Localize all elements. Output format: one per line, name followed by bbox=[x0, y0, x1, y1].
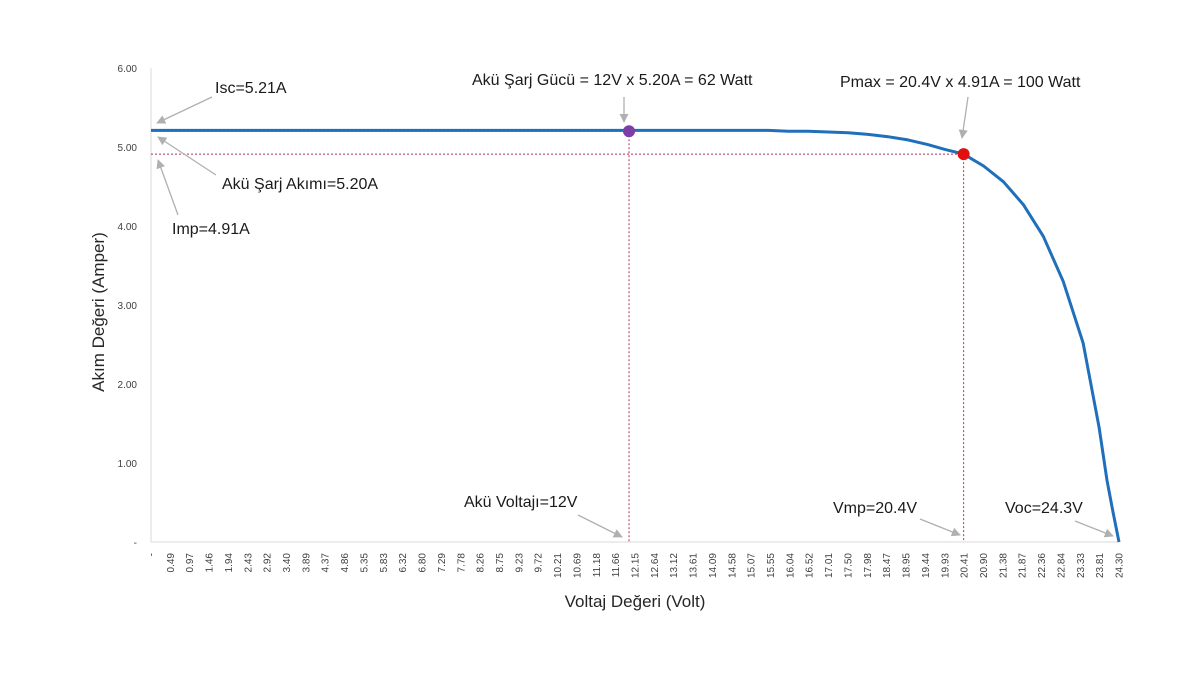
axes bbox=[150, 68, 1119, 543]
x-tick-label: 0.97 bbox=[185, 553, 196, 573]
guide-lines bbox=[151, 130, 965, 542]
series-group bbox=[151, 128, 1121, 543]
x-tick-label: 20.41 bbox=[960, 553, 971, 578]
battery-voltage-arrow bbox=[577, 514, 623, 538]
x-tick-label: 8.75 bbox=[495, 553, 506, 573]
x-tick-label: 7.78 bbox=[456, 553, 467, 573]
pmax-label: Pmax = 20.4V x 4.91A = 100 Watt bbox=[840, 74, 1081, 91]
x-tick-label: 11.66 bbox=[611, 553, 622, 578]
x-tick-label: 14.09 bbox=[708, 553, 719, 578]
charge-power-label: Akü Şarj Gücü = 12V x 5.20A = 62 Watt bbox=[472, 72, 753, 89]
x-tick-label: 16.04 bbox=[785, 553, 796, 578]
x-tick-label: 13.61 bbox=[689, 553, 700, 578]
x-tick-label: 2.92 bbox=[263, 553, 274, 573]
x-tick-label: 8.26 bbox=[476, 553, 487, 573]
x-tick-label: 1.94 bbox=[224, 553, 235, 573]
x-tick-label: 5.83 bbox=[379, 553, 390, 573]
charge-current-label: Akü Şarj Akımı=5.20A bbox=[222, 176, 378, 193]
y-tick-label: - bbox=[134, 538, 137, 549]
x-tick-label: 23.33 bbox=[1076, 553, 1087, 578]
x-tick-label: 19.44 bbox=[921, 553, 932, 578]
isc-arrow bbox=[156, 96, 213, 124]
x-tick-label: 12.15 bbox=[631, 553, 642, 578]
voc-arrow bbox=[1074, 520, 1114, 538]
y-tick-label: 5.00 bbox=[118, 143, 138, 154]
x-tick-label: 17.98 bbox=[863, 553, 874, 578]
x-tick-label: 16.52 bbox=[805, 553, 816, 578]
x-tick-labels: - 0.49 0.97 1.46 1.94 2.43 2.92 3.40 3.89 4.37 4.8… bbox=[147, 553, 1126, 578]
x-tick-label: 10.21 bbox=[553, 553, 564, 578]
x-tick-label: 24.30 bbox=[1115, 553, 1126, 578]
x-tick-label: 2.43 bbox=[243, 553, 254, 573]
imp-label: Imp=4.91A bbox=[172, 221, 250, 238]
x-tick-label: 11.18 bbox=[592, 553, 603, 578]
x-tick-label: 20.90 bbox=[979, 553, 990, 578]
highlight-point bbox=[957, 148, 970, 161]
y-axis-title: Akım Değeri (Amper) bbox=[89, 232, 108, 392]
highlight-point bbox=[623, 125, 636, 138]
x-tick-label: 10.69 bbox=[572, 553, 583, 578]
x-tick-label: 18.95 bbox=[902, 553, 913, 578]
x-tick-label: 23.81 bbox=[1095, 553, 1106, 578]
x-tick-label: 17.50 bbox=[843, 553, 854, 578]
x-axis-title: Voltaj Değeri (Volt) bbox=[565, 592, 706, 611]
x-tick-label: 5.35 bbox=[359, 553, 370, 573]
x-tick-label: 9.23 bbox=[514, 553, 525, 573]
x-tick-label: 22.84 bbox=[1056, 553, 1067, 578]
annotation-arrows bbox=[156, 96, 1114, 538]
pmax-arrow bbox=[958, 96, 969, 139]
annotation-labels: Isc=5.21A Akü Şarj Akımı=5.20A Imp=4.91A… bbox=[172, 72, 1083, 517]
x-tick-label: 18.47 bbox=[882, 553, 893, 578]
x-tick-label: 13.12 bbox=[669, 553, 680, 578]
x-tick-label: 15.55 bbox=[766, 553, 777, 578]
x-tick-label: 22.36 bbox=[1037, 553, 1048, 578]
x-tick-label: 15.07 bbox=[747, 553, 758, 578]
iv-curve-line bbox=[151, 128, 1121, 543]
vmp-arrow bbox=[919, 518, 961, 537]
x-tick-label: 19.93 bbox=[940, 553, 951, 578]
x-tick-label: 14.58 bbox=[727, 553, 738, 578]
highlight-points bbox=[623, 125, 970, 161]
vmp-label: Vmp=20.4V bbox=[833, 500, 917, 517]
x-tick-label: 7.29 bbox=[437, 553, 448, 573]
voc-label: Voc=24.3V bbox=[1005, 500, 1083, 517]
y-tick-label: 3.00 bbox=[118, 301, 138, 312]
x-tick-label: 21.87 bbox=[1018, 553, 1029, 578]
x-tick-label: 4.37 bbox=[321, 553, 332, 573]
x-tick-label: 9.72 bbox=[534, 553, 545, 573]
x-tick-label: 1.46 bbox=[205, 553, 216, 573]
x-tick-label: 21.38 bbox=[998, 553, 1009, 578]
x-tick-label: - bbox=[147, 553, 158, 556]
x-tick-label: 3.40 bbox=[282, 553, 293, 573]
y-tick-labels: - 1.00 2.00 3.00 4.00 5.00 6.00 bbox=[118, 64, 138, 549]
x-tick-label: 17.01 bbox=[824, 553, 835, 578]
y-tick-label: 6.00 bbox=[118, 64, 138, 75]
x-tick-label: 6.80 bbox=[418, 553, 429, 573]
x-tick-label: 4.86 bbox=[340, 553, 351, 573]
charge-current-arrow bbox=[157, 136, 217, 176]
x-tick-label: 6.32 bbox=[398, 553, 409, 573]
battery-voltage-label: Akü Voltajı=12V bbox=[464, 494, 578, 511]
imp-arrow bbox=[156, 159, 179, 216]
isc-label: Isc=5.21A bbox=[215, 80, 287, 97]
y-tick-label: 2.00 bbox=[118, 380, 138, 391]
x-tick-label: 12.64 bbox=[650, 553, 661, 578]
y-tick-label: 4.00 bbox=[118, 222, 138, 233]
x-tick-label: 0.49 bbox=[166, 553, 177, 573]
y-tick-label: 1.00 bbox=[118, 459, 138, 470]
x-tick-label: 3.89 bbox=[301, 553, 312, 573]
